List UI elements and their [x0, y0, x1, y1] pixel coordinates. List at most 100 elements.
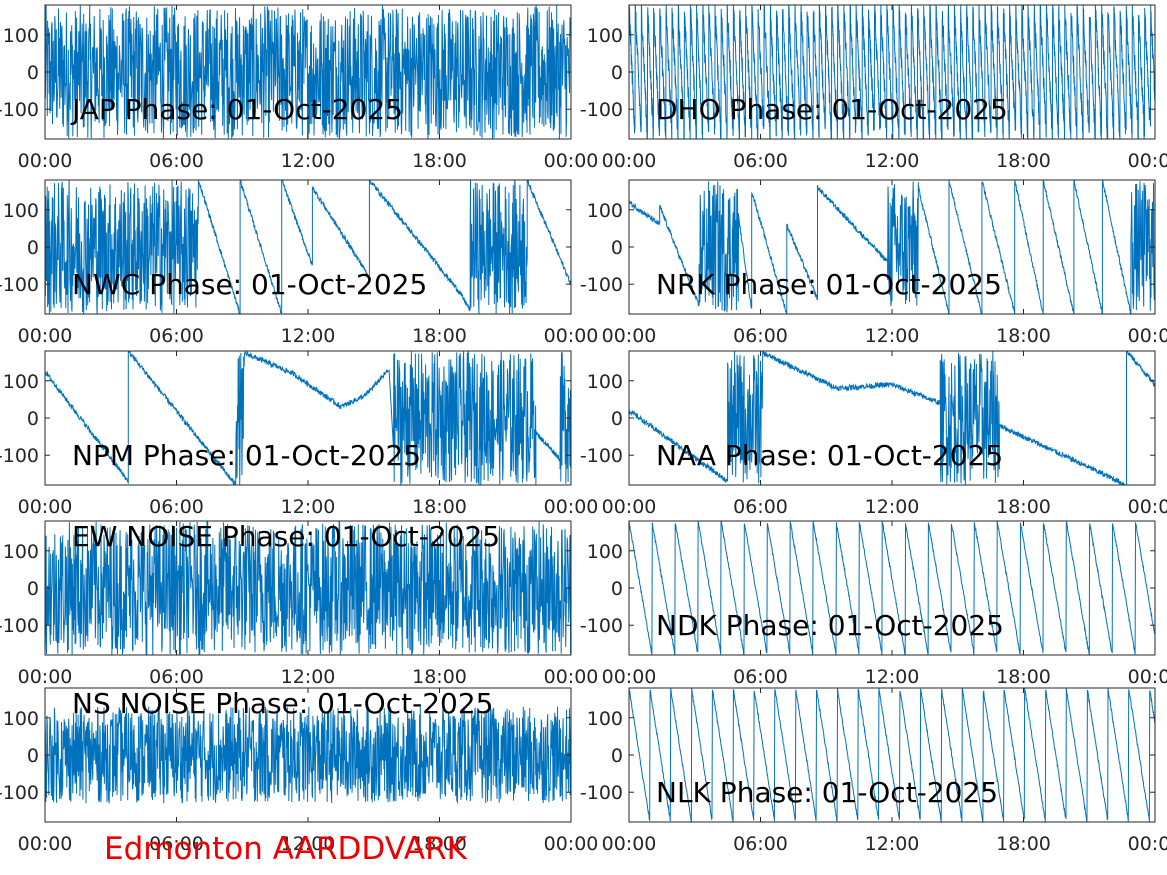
y-tick-label: 0 [611, 578, 623, 600]
y-tick-label: 100 [587, 371, 623, 393]
y-tick-label: -100 [0, 99, 39, 121]
x-tick-label: 18:00 [412, 666, 467, 688]
x-tick-label: 12:00 [281, 150, 336, 172]
x-tick-label: 06:00 [733, 150, 788, 172]
panel-title: NS NOISE Phase: 01-Oct-2025 [72, 687, 493, 720]
phase-series-line [45, 351, 571, 485]
y-tick-label: 100 [3, 541, 39, 563]
y-tick-label: -100 [580, 99, 623, 121]
plot-area [45, 351, 571, 485]
x-tick-label: 12:00 [281, 833, 336, 855]
plot-area [629, 688, 1155, 822]
panel-2: 100 0 -100 00:00 06:00 12:00 18:00 00:00 DHO Pha… [580, 4, 1167, 172]
y-tick-label: 0 [27, 237, 39, 259]
x-tick-label: 06:00 [149, 150, 204, 172]
x-tick-label: 00:00 [1128, 496, 1167, 518]
x-tick-label: 18:00 [412, 325, 467, 347]
x-tick-label: 00:00 [18, 496, 73, 518]
panel-1: 100 0 -100 00:00 06:00 12:00 18:00 00:00 JAP Pha… [0, 4, 599, 172]
y-tick-label: -100 [0, 445, 39, 467]
x-tick-label: 18:00 [996, 325, 1051, 347]
phase-series-line [629, 351, 1155, 485]
panel-6: 100 0 -100 00:00 06:00 12:00 18:00 00:00 NAA Pha… [580, 350, 1167, 518]
x-tick-label: 12:00 [865, 496, 920, 518]
x-tick-label: 00:00 [602, 666, 657, 688]
y-tick-label: 100 [3, 371, 39, 393]
y-tick-label: -100 [0, 782, 39, 804]
phase-series-line [629, 688, 1155, 822]
y-tick-label: 100 [3, 200, 39, 222]
x-tick-label: 00:00 [1128, 666, 1167, 688]
y-tick-label: 0 [611, 237, 623, 259]
x-tick-label: 06:00 [733, 325, 788, 347]
x-tick-label: 18:00 [996, 496, 1051, 518]
phase-series-line [45, 706, 571, 804]
y-tick-label: 100 [3, 708, 39, 730]
x-tick-label: 12:00 [865, 150, 920, 172]
panels: 100 0 -100 00:00 06:00 12:00 18:00 00:00 JAP Pha… [0, 4, 1167, 855]
x-tick-label: 12:00 [865, 325, 920, 347]
x-tick-label: 00:00 [544, 325, 599, 347]
x-tick-label: 00:00 [544, 666, 599, 688]
y-tick-label: 0 [611, 408, 623, 430]
y-tick-label: 100 [3, 25, 39, 47]
panel-4: 100 0 -100 00:00 06:00 12:00 18:00 00:00 NRK Pha… [580, 179, 1167, 347]
x-tick-label: 06:00 [149, 833, 204, 855]
y-tick-label: -100 [580, 782, 623, 804]
x-tick-label: 00:00 [602, 496, 657, 518]
x-tick-label: 06:00 [149, 666, 204, 688]
phase-series-line [629, 521, 1155, 655]
y-tick-label: 100 [587, 541, 623, 563]
x-tick-label: 00:00 [1128, 325, 1167, 347]
y-tick-label: 100 [587, 708, 623, 730]
x-tick-label: 00:00 [602, 325, 657, 347]
plot-area [629, 351, 1155, 485]
panel-title: NWC Phase: 01-Oct-2025 [72, 268, 427, 301]
x-tick-label: 06:00 [733, 496, 788, 518]
panel-title: NDK Phase: 01-Oct-2025 [656, 609, 1004, 642]
phase-series-line [45, 180, 571, 314]
y-tick-label: -100 [0, 615, 39, 637]
y-tick-label: 0 [27, 62, 39, 84]
y-tick-label: 0 [27, 408, 39, 430]
x-tick-label: 06:00 [149, 496, 204, 518]
panel-5: 100 0 -100 00:00 06:00 12:00 18:00 00:00 NPM Pha… [0, 350, 598, 518]
y-tick-label: 0 [611, 62, 623, 84]
x-tick-label: 18:00 [996, 666, 1051, 688]
x-tick-label: 12:00 [281, 496, 336, 518]
x-tick-label: 00:00 [602, 150, 657, 172]
x-tick-label: 18:00 [996, 833, 1051, 855]
x-tick-label: 18:00 [412, 150, 467, 172]
panel-title: NLK Phase: 01-Oct-2025 [656, 776, 998, 809]
y-tick-label: 100 [587, 25, 623, 47]
x-tick-label: 06:00 [733, 666, 788, 688]
y-tick-label: 0 [611, 745, 623, 767]
panel-7: 100 0 -100 00:00 06:00 12:00 18:00 00:00 EW NOIS… [0, 520, 598, 688]
x-tick-label: 18:00 [412, 833, 467, 855]
panel-title: NAA Phase: 01-Oct-2025 [656, 439, 1003, 472]
x-tick-label: 00:00 [1128, 833, 1167, 855]
phase-series-line [629, 180, 1155, 314]
x-tick-label: 00:00 [544, 833, 599, 855]
y-tick-label: -100 [580, 445, 623, 467]
y-tick-label: -100 [0, 274, 39, 296]
x-tick-label: 18:00 [996, 150, 1051, 172]
x-tick-label: 00:00 [544, 150, 599, 172]
x-tick-label: 00:00 [18, 666, 73, 688]
panel-title: JAP Phase: 01-Oct-2025 [70, 93, 403, 126]
x-tick-label: 06:00 [733, 833, 788, 855]
footer-label: Edmonton AARDDVARK [104, 831, 468, 867]
y-tick-label: -100 [580, 274, 623, 296]
x-tick-label: 00:00 [1128, 150, 1167, 172]
y-tick-label: 0 [27, 578, 39, 600]
x-tick-label: 12:00 [865, 666, 920, 688]
panel-title: NPM Phase: 01-Oct-2025 [72, 439, 421, 472]
panel-title: NRK Phase: 01-Oct-2025 [656, 268, 1002, 301]
y-tick-label: -100 [580, 615, 623, 637]
panel-title: EW NOISE Phase: 01-Oct-2025 [72, 520, 500, 553]
panel-10: 100 0 -100 00:00 06:00 12:00 18:00 00:00 NLK Pha… [580, 687, 1167, 855]
x-tick-label: 12:00 [865, 833, 920, 855]
panel-title: DHO Phase: 01-Oct-2025 [656, 93, 1008, 126]
x-tick-label: 00:00 [18, 150, 73, 172]
